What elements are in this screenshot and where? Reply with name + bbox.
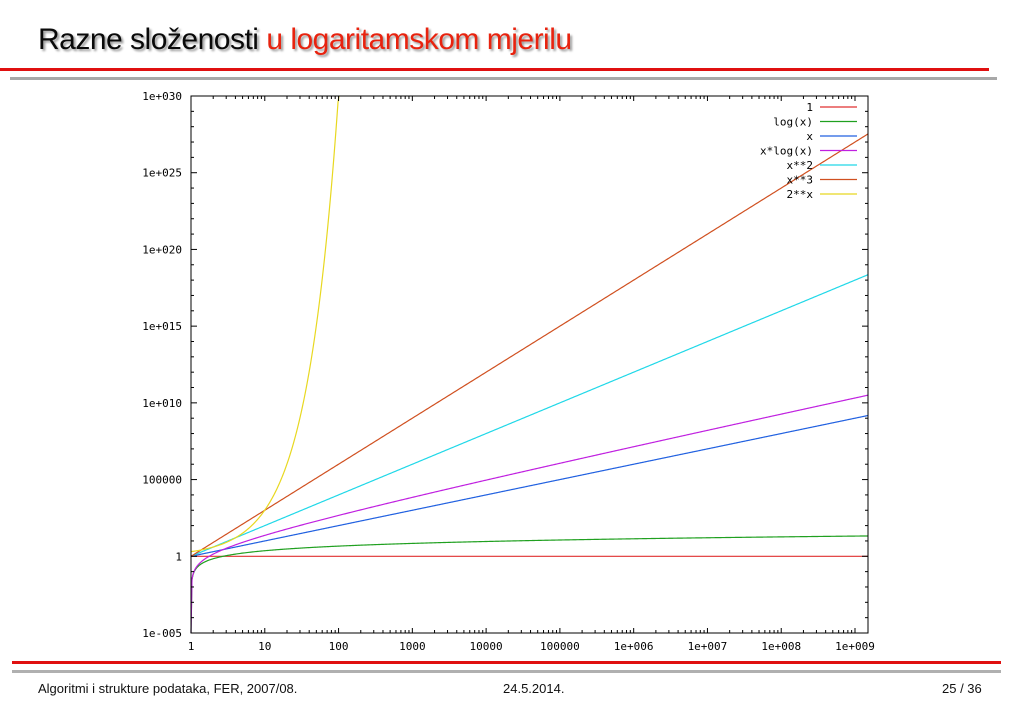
series-line-log: [190, 535, 869, 634]
x-tick-label: 100: [329, 640, 349, 653]
title-part-red: u logaritamskom mjerilu: [266, 23, 572, 56]
y-tick-label: 1e+030: [142, 90, 182, 103]
legend-label: x: [806, 130, 813, 143]
y-tick-label: 1e+015: [142, 320, 182, 333]
legend-label: 1: [806, 101, 813, 114]
y-tick-label: 1e-005: [142, 627, 182, 640]
x-tick-label: 1: [188, 640, 195, 653]
y-tick-label: 1e+025: [142, 167, 182, 180]
plot-frame: [190, 95, 869, 634]
series-line-x2: [190, 274, 869, 557]
x-tick-label: 100000: [540, 640, 580, 653]
chart-legend: 1 log(x)x x*log(x)x**2 x**32**x: [760, 101, 857, 201]
chart-series: [190, 95, 869, 634]
series-line-x: [190, 414, 869, 557]
x-tick-label: 1e+006: [614, 640, 654, 653]
series-line-x3: [190, 133, 869, 557]
legend-label: 2**x: [787, 188, 814, 201]
top-rule-shadow: [10, 77, 997, 80]
series-line-pow2: [190, 95, 340, 553]
y-tick-label: 1e+010: [142, 397, 182, 410]
x-tick-label: 1e+007: [688, 640, 728, 653]
x-tick-label: 1e+009: [835, 640, 875, 653]
y-tick-label: 1: [175, 550, 182, 563]
footer-course: Algoritmi i strukture podataka, FER, 200…: [38, 681, 298, 696]
series-line-xlogx: [190, 394, 869, 634]
chart-ticks: 1 10 100 1000 10000 100000 1e+006 1e+007 1e+008 1…: [142, 90, 875, 653]
bottom-rule: [12, 661, 1001, 664]
legend-label: x*log(x): [760, 145, 813, 158]
x-tick-label: 1000: [399, 640, 426, 653]
slide-title: Razne složenosti u logaritamskom mjerilu: [38, 20, 572, 60]
bottom-rule-shadow: [12, 670, 1001, 673]
x-tick-label: 10000: [470, 640, 503, 653]
y-tick-label: 100000: [142, 474, 182, 487]
footer-page-number: 25 / 36: [942, 681, 982, 696]
x-tick-label: 10: [258, 640, 271, 653]
footer-date: 24.5.2014.: [503, 681, 565, 696]
x-tick-label: 1e+008: [761, 640, 801, 653]
legend-label: x**2: [787, 159, 814, 172]
legend-label: x**3: [787, 174, 814, 187]
y-tick-label: 1e+020: [142, 243, 182, 256]
legend-label: log(x): [773, 116, 813, 129]
top-rule: [0, 68, 989, 71]
title-part-black: Razne složenosti: [38, 23, 259, 56]
